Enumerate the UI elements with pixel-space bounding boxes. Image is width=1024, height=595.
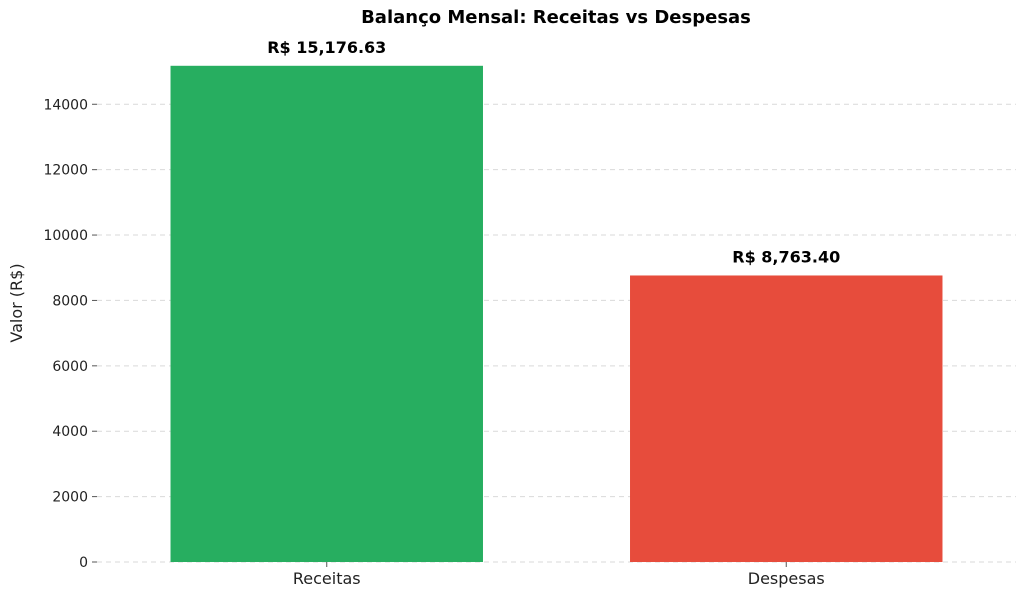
data-label: R$ 15,176.63 bbox=[267, 38, 386, 57]
y-tick-label: 4000 bbox=[52, 424, 88, 440]
data-label: R$ 8,763.40 bbox=[732, 247, 840, 266]
y-tick-label: 6000 bbox=[52, 359, 88, 375]
y-axis-ticks: 0 2000 4000 6000 8000 10000 12000 14000 bbox=[43, 97, 97, 571]
y-tick-label: 14000 bbox=[43, 97, 88, 113]
y-tick-label: 10000 bbox=[43, 228, 88, 244]
x-tick-label: Receitas bbox=[293, 569, 361, 588]
y-tick-label: 8000 bbox=[52, 293, 88, 309]
y-tick-label: 12000 bbox=[43, 163, 88, 179]
bar-despesas bbox=[630, 275, 943, 562]
x-tick-label: Despesas bbox=[748, 569, 825, 588]
chart-title: Balanço Mensal: Receitas vs Despesas bbox=[361, 7, 751, 28]
data-labels: R$ 15,176.63 R$ 8,763.40 bbox=[267, 38, 840, 267]
x-axis-ticks: Receitas Despesas bbox=[293, 562, 825, 588]
y-axis-label: Valor (R$) bbox=[7, 263, 26, 342]
y-tick-label: 0 bbox=[79, 555, 88, 571]
y-tick-label: 2000 bbox=[52, 490, 88, 506]
bars bbox=[170, 65, 943, 562]
bar-receitas bbox=[170, 65, 483, 562]
